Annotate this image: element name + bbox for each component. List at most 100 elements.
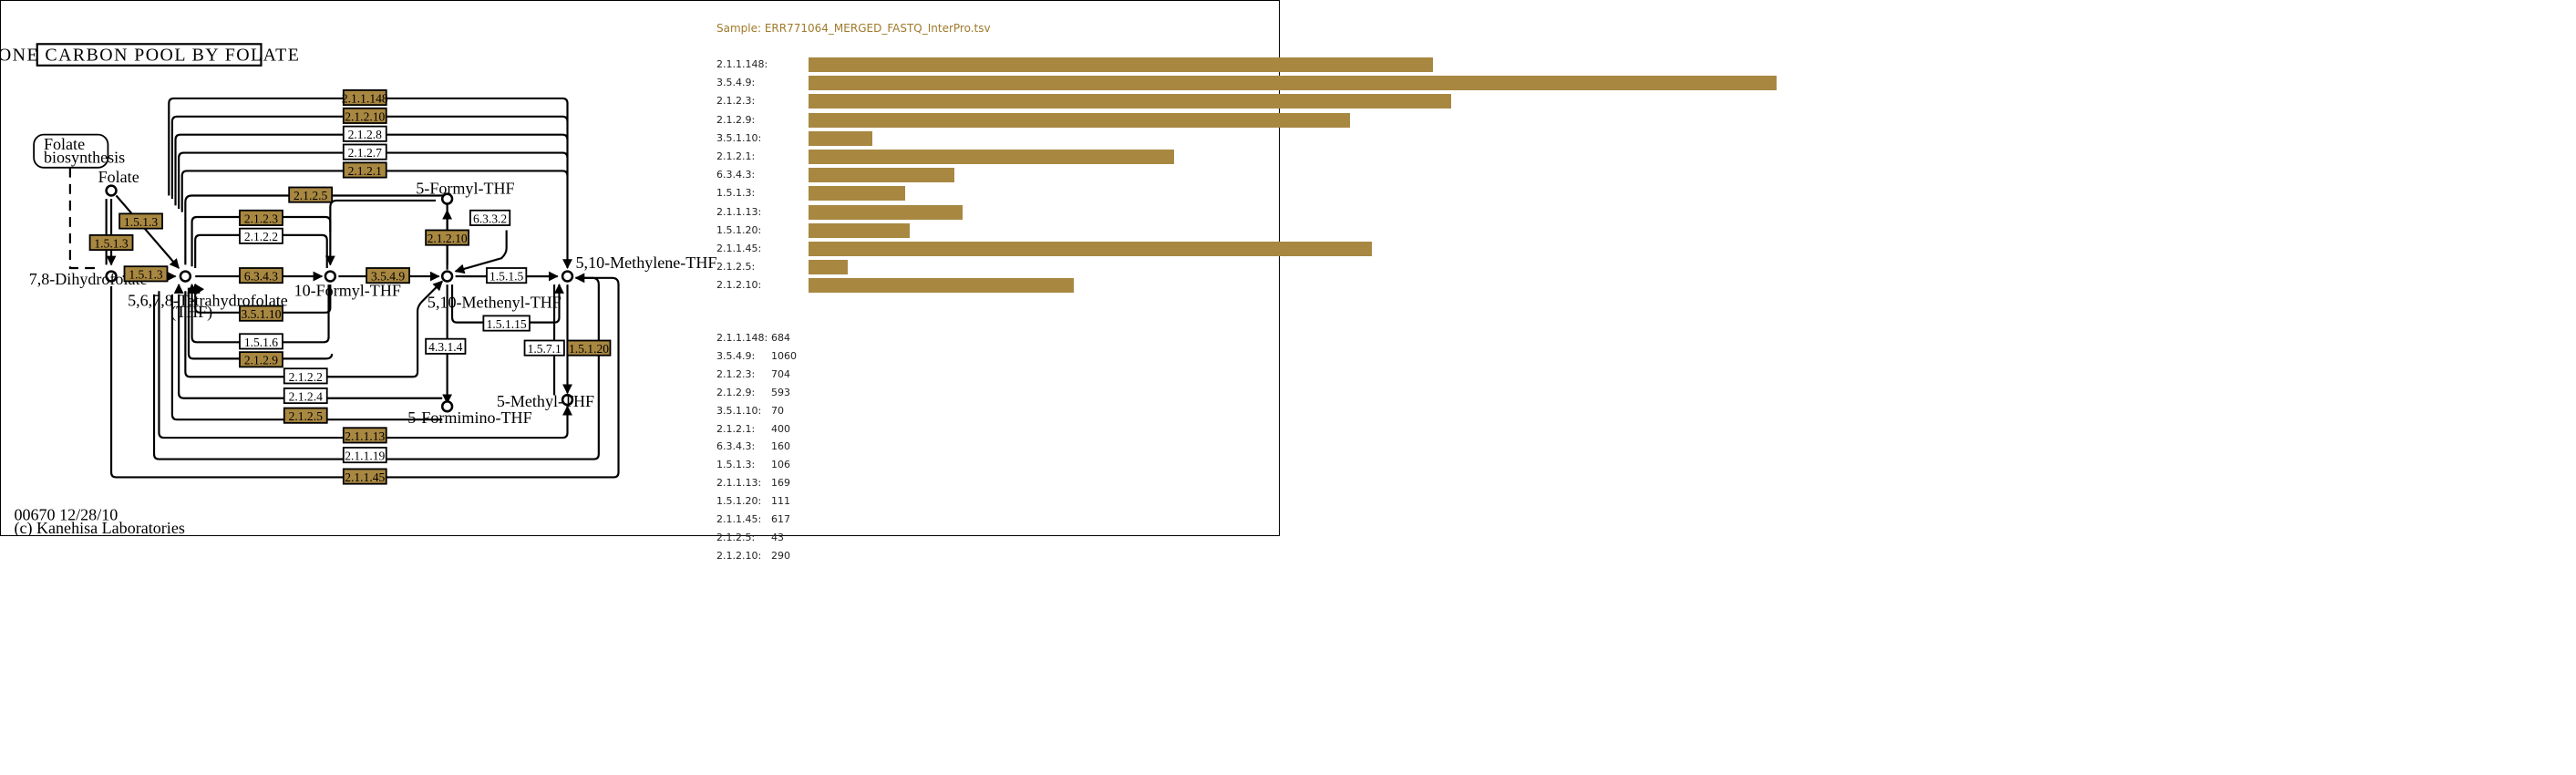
enzyme-box[interactable] [342, 468, 387, 485]
enzyme-box[interactable] [342, 143, 387, 160]
enzyme-box[interactable] [482, 315, 531, 332]
compound-5-formyl-label: 5-Formyl-THF [416, 180, 514, 198]
enzyme-2-1-2-8[interactable]: 2.1.2.8 [342, 125, 387, 142]
enzyme-1-5-1-6[interactable]: 1.5.1.6 [239, 333, 283, 350]
count-value: 70 [771, 404, 784, 417]
enzyme-box[interactable] [486, 267, 528, 284]
count-value: 111 [771, 495, 790, 508]
enzyme-label: 2.1.2.10 [428, 232, 468, 245]
folate-biosynthesis-box[interactable] [33, 133, 109, 169]
enzyme-box[interactable] [239, 267, 283, 284]
enzyme-label: 1.5.1.15 [487, 317, 527, 331]
bar [809, 76, 1777, 91]
compound-methylene-thf[interactable] [561, 270, 574, 283]
enzyme-1-5-1-3[interactable]: 1.5.1.3 [123, 265, 169, 283]
enzyme-3-5-1-10[interactable]: 3.5.1.10 [239, 305, 283, 322]
bar-label: 1.5.1.20: [716, 223, 762, 236]
enzyme-box[interactable] [123, 265, 169, 283]
compound-thf[interactable] [179, 270, 192, 283]
compound-10-formyl-label: 10-Formyl-THF [294, 282, 401, 300]
count-label: 1.5.1.3: [716, 459, 756, 471]
enzyme-box[interactable] [288, 186, 334, 203]
compound-methenyl-label: 5,10-Methenyl-THF [428, 293, 562, 311]
bar-label: 3.5.1.10: [716, 131, 762, 144]
enzyme-2-1-1-13[interactable]: 2.1.1.13 [342, 427, 387, 444]
enzyme-box[interactable] [283, 367, 328, 385]
enzyme-box[interactable] [523, 339, 565, 356]
count-label: 3.5.4.9: [716, 349, 756, 362]
bar [809, 242, 1373, 256]
compound-methyl-thf[interactable] [561, 393, 574, 407]
enzyme-1-5-1-20[interactable]: 1.5.1.20 [566, 339, 612, 356]
bar-label: 3.5.4.9: [716, 77, 756, 89]
compound-dhf[interactable] [105, 270, 118, 283]
enzyme-2-1-2-5[interactable]: 2.1.2.5 [288, 186, 334, 203]
compound-formimino-thf[interactable] [440, 400, 454, 413]
enzyme-4-3-1-4[interactable]: 4.3.1.4 [425, 337, 467, 355]
bar [809, 168, 955, 183]
enzyme-label: 1.5.1.6 [244, 336, 278, 349]
enzyme-1-5-1-5[interactable]: 1.5.1.5 [486, 267, 528, 284]
bar-label: 2.1.2.9: [716, 113, 756, 126]
enzyme-2-1-1-45[interactable]: 2.1.1.45 [342, 468, 387, 485]
enzyme-box[interactable] [239, 351, 283, 368]
pathway-diagram: ONE CARBON POOL BY FOLATE [1, 43, 716, 535]
compound-10-formyl-thf[interactable] [324, 270, 337, 283]
enzyme-2-1-2-10[interactable]: 2.1.2.10 [342, 107, 387, 124]
enzyme-box[interactable] [425, 337, 467, 355]
enzyme-6-3-4-3[interactable]: 6.3.4.3 [239, 267, 283, 284]
compound-5-formyl-thf[interactable] [440, 192, 454, 205]
compound-methenyl-thf[interactable] [440, 270, 454, 283]
bar [809, 278, 1074, 294]
bar [809, 204, 963, 220]
enzyme-6-3-3-2[interactable]: 6.3.3.2 [469, 209, 511, 226]
compound-folate[interactable] [105, 184, 118, 197]
enzyme-1-5-1-15[interactable]: 1.5.1.15 [482, 315, 531, 332]
bar [809, 112, 1351, 128]
bar [809, 186, 906, 202]
enzyme-2-1-2-9[interactable]: 2.1.2.9 [239, 351, 283, 368]
enzyme-1-5-1-3[interactable]: 1.5.1.3 [88, 233, 134, 252]
enzyme-2-1-2-1[interactable]: 2.1.2.1 [342, 161, 387, 179]
enzyme-box[interactable] [342, 447, 387, 464]
enzyme-2-1-2-4[interactable]: 2.1.2.4 [283, 387, 328, 405]
enzyme-2-1-2-5[interactable]: 2.1.2.5 [283, 407, 328, 424]
enzyme-2-1-2-3[interactable]: 2.1.2.3 [239, 209, 283, 226]
enzyme-label: 2.1.2.9 [244, 354, 278, 367]
enzyme-box[interactable] [342, 88, 387, 107]
enzyme-box[interactable] [239, 305, 283, 322]
enzyme-1-5-7-1[interactable]: 1.5.7.1 [523, 339, 565, 356]
enzyme-box[interactable] [283, 387, 328, 405]
count-value: 43 [771, 531, 784, 543]
enzyme-box[interactable] [239, 209, 283, 226]
counts-panel: Sample: ERR771064_MERGED_FASTQ_InterPro.… [716, 0, 1810, 593]
enzyme-box[interactable] [366, 267, 410, 284]
enzyme-box[interactable] [566, 339, 612, 356]
folate-biosynthesis-label-2: biosynthesis [44, 148, 125, 166]
enzyme-box[interactable] [469, 209, 511, 226]
enzyme-2-1-2-2[interactable]: 2.1.2.2 [239, 227, 283, 244]
enzyme-box[interactable] [342, 427, 387, 444]
enzyme-box[interactable] [118, 212, 163, 230]
enzyme-label: 2.1.1.45 [345, 470, 385, 484]
enzyme-box[interactable] [88, 233, 134, 252]
enzyme-2-1-2-2[interactable]: 2.1.2.2 [283, 367, 328, 385]
enzyme-2-1-1-148[interactable]: 2.1.1.148 [342, 88, 388, 107]
enzyme-box[interactable] [342, 125, 387, 142]
count-label: 2.1.2.9: [716, 386, 756, 398]
enzyme-box[interactable] [239, 333, 283, 350]
enzyme-1-5-1-3[interactable]: 1.5.1.3 [118, 212, 163, 230]
enzyme-2-1-2-7[interactable]: 2.1.2.7 [342, 143, 387, 160]
bar-label: 1.5.1.3: [716, 187, 756, 200]
enzyme-2-1-2-10[interactable]: 2.1.2.10 [425, 229, 470, 246]
count-value: 169 [771, 477, 790, 490]
enzyme-box[interactable] [342, 161, 387, 179]
enzyme-2-1-1-19[interactable]: 2.1.1.19 [342, 447, 387, 464]
count-label: 6.3.4.3: [716, 440, 756, 453]
enzyme-3-5-4-9[interactable]: 3.5.4.9 [366, 267, 410, 284]
enzyme-box[interactable] [239, 227, 283, 244]
enzyme-box[interactable] [283, 407, 328, 424]
enzyme-box[interactable] [342, 107, 387, 124]
count-value: 704 [771, 367, 790, 380]
enzyme-box[interactable] [425, 229, 470, 246]
